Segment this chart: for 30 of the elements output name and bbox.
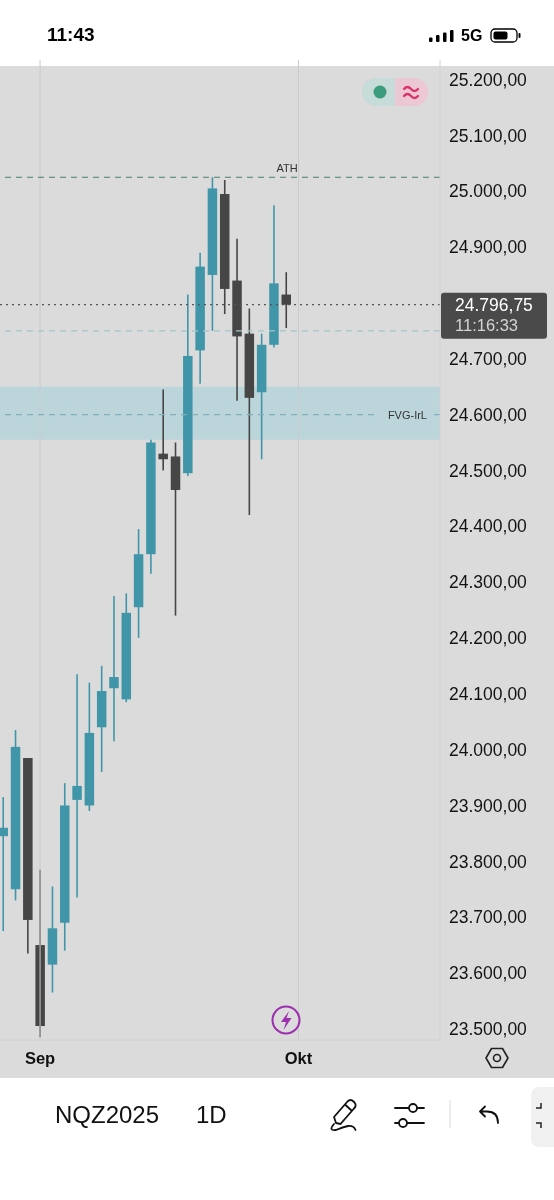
y-tick-label: 23.800,00	[449, 851, 528, 872]
candlestick	[72, 673, 82, 899]
y-tick-label: 24.500,00	[449, 460, 528, 481]
y-tick-label: 23.600,00	[449, 963, 528, 984]
y-tick-label: 24.900,00	[449, 237, 528, 258]
y-tick-label: 24.300,00	[449, 572, 528, 593]
y-tick-label: 24.200,00	[449, 628, 528, 649]
x-tick-label: Sep	[24, 1048, 56, 1067]
y-tick-label: 23.500,00	[449, 1019, 528, 1040]
y-tick-label: 24.400,00	[449, 516, 528, 537]
ref-line-label: FVG-IrL	[387, 408, 427, 421]
text: 11:43	[47, 24, 95, 46]
ref-line-label: ATH	[276, 162, 298, 175]
y-tick-label: 25.100,00	[449, 125, 528, 146]
y-tick-label: 25.000,00	[449, 181, 528, 202]
text: NQZ2025	[55, 1101, 160, 1129]
x-tick-label: Okt	[284, 1048, 313, 1067]
text: 1D	[196, 1101, 227, 1129]
text: 5G	[461, 27, 483, 46]
y-tick-label: 23.900,00	[449, 795, 528, 816]
ref-line-label: 24.796,75	[455, 294, 533, 315]
y-tick-label: 23.700,00	[449, 907, 528, 928]
y-tick-label: 25.200,00	[449, 69, 528, 90]
candlestick	[109, 595, 119, 743]
y-tick-label: 24.700,00	[449, 348, 528, 369]
y-tick-label: 24.600,00	[449, 404, 528, 425]
candlestick	[158, 388, 168, 472]
y-tick-label: 24.100,00	[449, 684, 528, 704]
text: 11:16:33	[455, 316, 519, 335]
y-tick-label: 24.000,00	[449, 739, 528, 760]
